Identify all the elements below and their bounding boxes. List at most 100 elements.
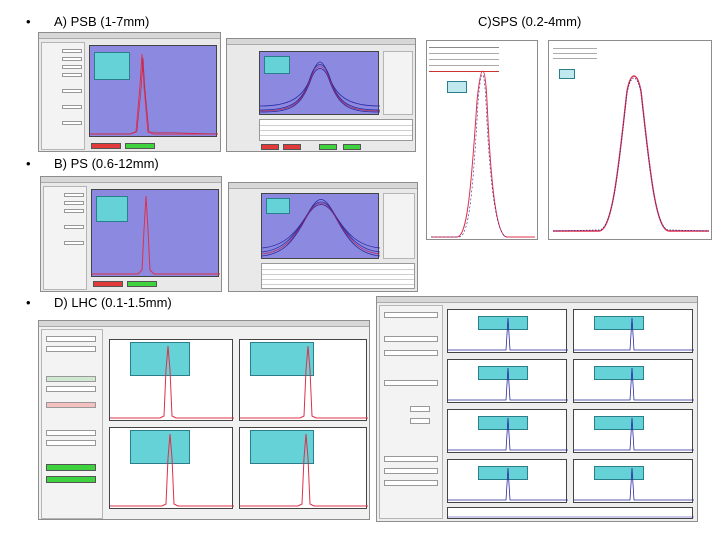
- action-button[interactable]: [46, 464, 96, 471]
- lhc-window-1: [38, 320, 370, 520]
- profile-curve: [448, 417, 568, 451]
- action-button[interactable]: [46, 476, 96, 483]
- fit-results-note: [96, 196, 128, 222]
- lhc-profile-plot: [239, 427, 368, 509]
- profile-curve: [574, 467, 694, 501]
- setting-field[interactable]: [46, 440, 96, 446]
- setting-field[interactable]: [46, 430, 96, 436]
- setting-field[interactable]: [46, 386, 96, 392]
- sps-plot-1: [426, 40, 538, 240]
- setting-field[interactable]: [64, 241, 84, 245]
- status-button[interactable]: [319, 144, 337, 150]
- status-button[interactable]: [343, 144, 361, 150]
- setting-field[interactable]: [410, 418, 430, 424]
- section-a-title: • A) PSB (1-7mm): [26, 14, 150, 29]
- profile-curve: [92, 195, 220, 275]
- setting-field[interactable]: [62, 121, 82, 125]
- lhc-profile-plot: [109, 339, 234, 421]
- timeline-curve: [448, 516, 694, 518]
- setting-field[interactable]: [46, 346, 96, 352]
- profile-curves: [262, 199, 380, 257]
- fit-parameters-text: [429, 43, 499, 79]
- section-a-label: A) PSB (1-7mm): [54, 14, 150, 29]
- profile-curve: [574, 417, 694, 451]
- profile-curve: [552, 75, 710, 232]
- profile-curve: [574, 367, 694, 401]
- profile-curve: [431, 70, 535, 238]
- legend-box: [447, 81, 467, 93]
- lhc-profile-plot: [447, 459, 568, 503]
- profile-curve: [574, 317, 694, 351]
- settings-panel: [41, 329, 103, 519]
- toolbar: [41, 177, 221, 183]
- lhc-profile-plot: [239, 339, 368, 421]
- profile-curve: [448, 317, 568, 351]
- setting-field[interactable]: [384, 456, 438, 462]
- sps-plot-2: [548, 40, 712, 240]
- profile-plot: [89, 45, 218, 137]
- results-table: [261, 263, 415, 289]
- setting-field[interactable]: [64, 201, 84, 205]
- fit-results-note: [250, 430, 314, 464]
- psb-window-2: [226, 38, 416, 152]
- setting-field[interactable]: [410, 406, 430, 412]
- setting-field[interactable]: [62, 89, 82, 93]
- status-button[interactable]: [261, 144, 279, 150]
- setting-field[interactable]: [384, 468, 438, 474]
- side-panel: [383, 193, 415, 259]
- setting-field[interactable]: [62, 105, 82, 109]
- setting-field[interactable]: [46, 336, 96, 342]
- setting-field[interactable]: [384, 350, 438, 356]
- status-button[interactable]: [127, 281, 157, 287]
- status-button[interactable]: [283, 144, 301, 150]
- fit-results-note: [478, 366, 528, 380]
- setting-field[interactable]: [62, 49, 82, 53]
- setting-field[interactable]: [64, 193, 84, 197]
- toolbar: [229, 183, 417, 189]
- lhc-profile-plot: [573, 409, 694, 453]
- setting-field[interactable]: [46, 402, 96, 408]
- profile-curve: [110, 345, 234, 419]
- legend-box: [559, 69, 575, 79]
- toolbar: [39, 33, 220, 39]
- lhc-window-2: [376, 296, 698, 522]
- status-button[interactable]: [93, 281, 123, 287]
- section-c-title: C)SPS (0.2-4mm): [478, 14, 582, 29]
- setting-field[interactable]: [64, 209, 84, 213]
- fit-parameters-text: [553, 45, 597, 67]
- fit-results-note: [130, 342, 190, 376]
- lhc-profile-plot: [573, 359, 694, 403]
- setting-field[interactable]: [62, 65, 82, 69]
- status-button[interactable]: [125, 143, 155, 149]
- setting-field[interactable]: [46, 376, 96, 382]
- ps-window-2: [228, 182, 418, 292]
- fit-results-note: [478, 316, 528, 330]
- lhc-profile-plot: [573, 309, 694, 353]
- setting-field[interactable]: [64, 225, 84, 229]
- settings-panel: [41, 42, 85, 150]
- setting-field[interactable]: [384, 336, 438, 342]
- toolbar: [227, 39, 415, 45]
- fit-results-note: [130, 430, 190, 464]
- section-d-title: • D) LHC (0.1-1.5mm): [26, 295, 172, 310]
- profile-curve: [90, 53, 218, 135]
- setting-field[interactable]: [384, 380, 438, 386]
- profile-plot: [91, 189, 220, 277]
- fit-results-note: [250, 342, 314, 376]
- lhc-profile-plot: [447, 409, 568, 453]
- status-button[interactable]: [91, 143, 121, 149]
- lhc-profile-plot: [573, 459, 694, 503]
- section-d-label: D) LHC (0.1-1.5mm): [54, 295, 172, 310]
- setting-field[interactable]: [62, 73, 82, 77]
- lhc-profile-plot: [447, 359, 568, 403]
- profile-curve: [110, 433, 234, 507]
- lhc-profile-plot: [109, 427, 234, 509]
- setting-field[interactable]: [62, 57, 82, 61]
- fit-results-note: [264, 56, 290, 74]
- profile-curves: [260, 61, 380, 113]
- setting-field[interactable]: [384, 480, 438, 486]
- section-b-label: B) PS (0.6-12mm): [54, 156, 159, 171]
- side-panel: [383, 51, 413, 115]
- profile-curve: [240, 433, 368, 507]
- setting-field[interactable]: [384, 312, 438, 318]
